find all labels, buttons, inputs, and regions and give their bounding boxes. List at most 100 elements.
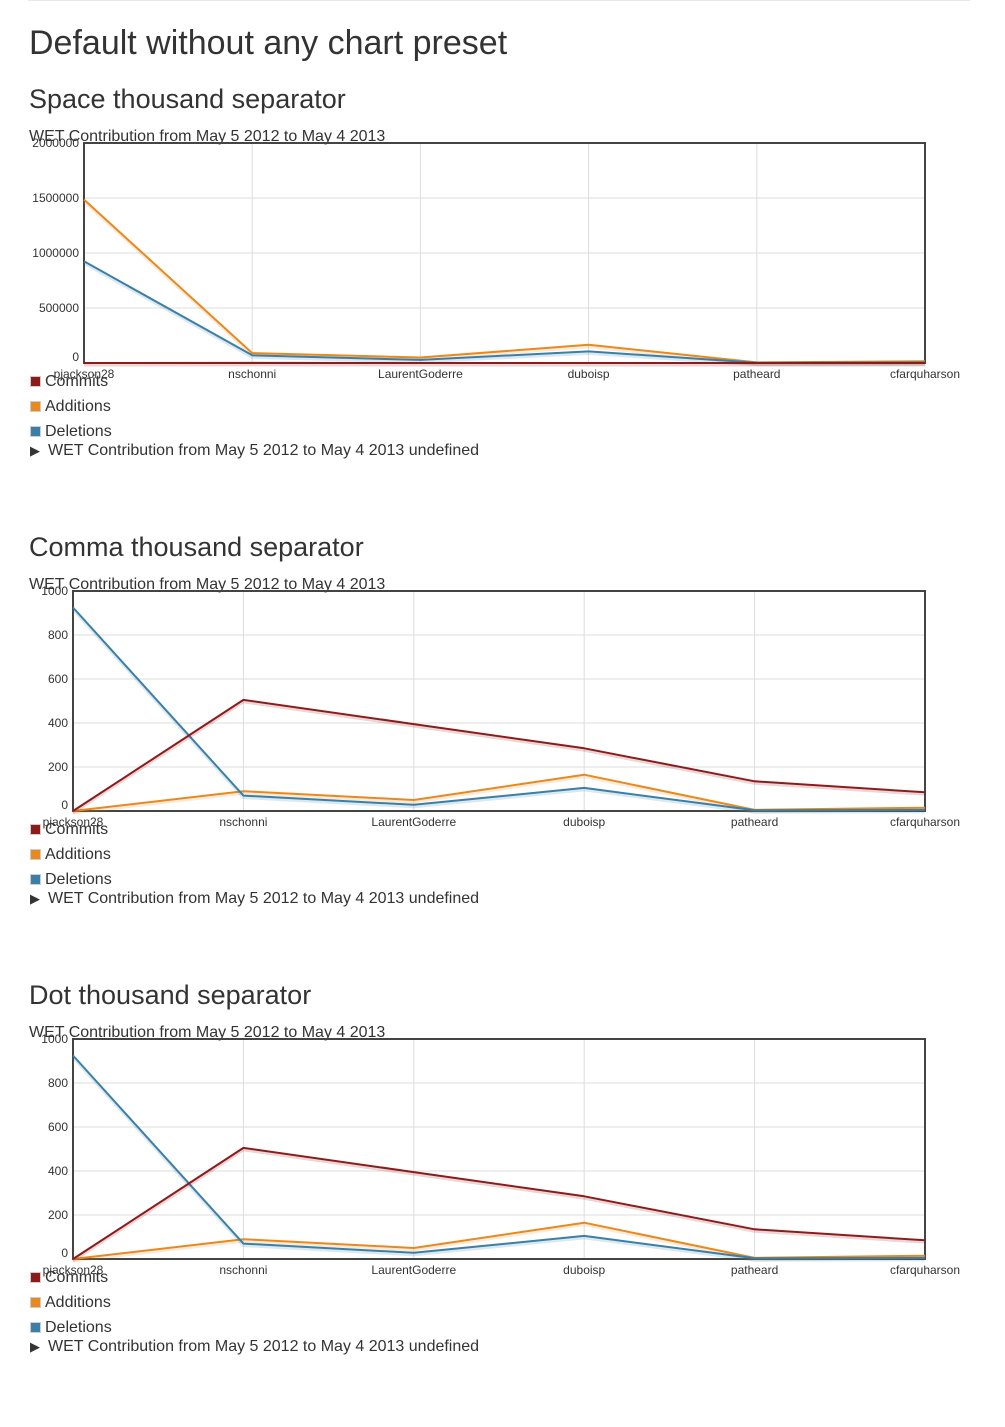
x-tick-label: pjackson28: [43, 815, 104, 829]
legend-swatch: [30, 401, 41, 412]
x-tick-label: LaurentGoderre: [371, 1263, 456, 1277]
y-tick-label: 400: [48, 1164, 68, 1178]
legend-swatch: [30, 1297, 41, 1308]
legend-swatch: [30, 874, 41, 885]
y-tick-label: 400: [48, 716, 68, 730]
x-tick-label: LaurentGoderre: [371, 815, 456, 829]
legend: Commits Additions Deletions: [30, 817, 112, 892]
x-tick-label: patheard: [731, 1263, 778, 1277]
plot-frame: [72, 1038, 926, 1260]
page-title: Default without any chart preset: [29, 24, 508, 62]
legend-label: Commits: [45, 372, 109, 390]
legend-label: Deletions: [45, 422, 112, 440]
section-heading: Comma thousand separator: [29, 532, 364, 562]
expand-triangle-icon: ▶: [30, 891, 40, 906]
legend-item-commits: Commits: [30, 817, 112, 842]
legend-item-additions: Additions: [30, 394, 112, 419]
plot-frame: [72, 590, 926, 812]
series-shadow-deletions: [83, 261, 926, 367]
line-chart: 0 500000 1000000 1500000 2000000 pjackson28 ns…: [32, 136, 960, 381]
series-line-commits: [72, 698, 926, 812]
legend-label: Deletions: [45, 1318, 112, 1336]
series-shadow-commits: [72, 1148, 926, 1263]
series-line-deletions: [72, 606, 926, 812]
chart-caption: WET Contribution from May 5 2012 to May …: [29, 128, 386, 145]
y-tick-label: 0: [61, 1246, 68, 1260]
legend-label: Additions: [45, 397, 111, 415]
series-line-additions: [72, 1221, 926, 1260]
y-tick-label: 1000: [41, 1032, 68, 1046]
y-tick-label: 500000: [39, 301, 79, 315]
expand-triangle-icon: ▶: [30, 1339, 40, 1354]
series-shadow-additions: [82, 200, 926, 366]
y-tick-label: 600: [48, 1120, 68, 1134]
x-tick-label: cfarquharson: [890, 1263, 960, 1277]
legend: Commits Additions Deletions: [30, 1265, 112, 1340]
series-shadow-commits: [72, 700, 926, 815]
y-tick-label: 2000000: [32, 136, 79, 150]
series-line-deletions: [72, 1054, 926, 1260]
x-tick-label: duboisp: [563, 1263, 605, 1277]
data-table-toggle[interactable]: ▶ WET Contribution from May 5 2012 to May…: [30, 1338, 479, 1356]
x-tick-label: patheard: [733, 367, 780, 381]
x-tick-label: duboisp: [568, 367, 610, 381]
legend-swatch: [30, 1322, 41, 1333]
top-divider: [28, 0, 970, 1]
chart-section-space: Space thousand separator WET Contributio…: [28, 84, 970, 514]
legend-swatch: [30, 376, 41, 387]
legend-swatch: [30, 426, 41, 437]
legend-label: Additions: [45, 845, 111, 863]
line-chart: 0 200 400 600 800 1000 pjackson28 nschonni Laure…: [41, 584, 960, 829]
data-table-toggle[interactable]: ▶ WET Contribution from May 5 2012 to May…: [30, 890, 479, 908]
series-line-deletions: [83, 260, 926, 364]
legend-item-commits: Commits: [30, 369, 112, 394]
x-tick-label: pjackson28: [43, 1263, 104, 1277]
data-table-toggle-label: WET Contribution from May 5 2012 to May …: [48, 890, 480, 907]
x-tick-label: nschonni: [219, 815, 267, 829]
y-tick-label: 800: [48, 628, 68, 642]
x-tick-label: patheard: [731, 815, 778, 829]
data-table-toggle[interactable]: ▶ WET Contribution from May 5 2012 to May…: [30, 442, 479, 460]
legend-swatch: [30, 1272, 41, 1283]
x-tick-label: pjackson28: [54, 367, 115, 381]
legend-label: Deletions: [45, 870, 112, 888]
series-line-commits: [72, 1146, 926, 1260]
legend-label: Additions: [45, 1293, 111, 1311]
x-tick-label: cfarquharson: [890, 815, 960, 829]
y-tick-label: 1500000: [32, 191, 79, 205]
y-tick-label: 1000000: [32, 246, 79, 260]
chart-caption: WET Contribution from May 5 2012 to May …: [29, 576, 386, 593]
legend-label: Commits: [45, 820, 109, 838]
y-tick-label: 200: [48, 760, 68, 774]
legend-item-deletions: Deletions: [30, 867, 112, 892]
legend-swatch: [30, 849, 41, 860]
x-tick-label: nschonni: [219, 1263, 267, 1277]
y-tick-label: 600: [48, 672, 68, 686]
data-table-toggle-label: WET Contribution from May 5 2012 to May …: [48, 442, 480, 459]
x-tick-label: nschonni: [228, 367, 276, 381]
chart-caption: WET Contribution from May 5 2012 to May …: [29, 1024, 386, 1041]
y-tick-label: 1000: [41, 584, 68, 598]
legend-label: Commits: [45, 1268, 109, 1286]
series-shadow-additions: [72, 1223, 926, 1263]
y-tick-label: 0: [61, 798, 68, 812]
series-shadow-deletions: [71, 608, 926, 814]
data-table-toggle-label: WET Contribution from May 5 2012 to May …: [48, 1338, 480, 1355]
x-tick-label: LaurentGoderre: [378, 367, 463, 381]
y-tick-label: 200: [48, 1208, 68, 1222]
legend-swatch: [30, 824, 41, 835]
series-shadow-deletions: [71, 1056, 926, 1262]
chart-section-dot: Dot thousand separator WET Contribution …: [28, 980, 970, 1410]
legend: Commits Additions Deletions: [30, 369, 112, 444]
section-heading: Dot thousand separator: [29, 980, 312, 1010]
legend-item-deletions: Deletions: [30, 419, 112, 444]
legend-item-additions: Additions: [30, 1290, 112, 1315]
series-shadow-additions: [72, 775, 926, 815]
series-line-additions: [72, 773, 926, 812]
chart-section-comma: Comma thousand separator WET Contributio…: [28, 532, 970, 962]
x-tick-label: cfarquharson: [890, 367, 960, 381]
section-heading: Space thousand separator: [29, 84, 346, 114]
y-tick-label: 800: [48, 1076, 68, 1090]
y-tick-label: 0: [72, 350, 79, 364]
legend-item-deletions: Deletions: [30, 1315, 112, 1340]
